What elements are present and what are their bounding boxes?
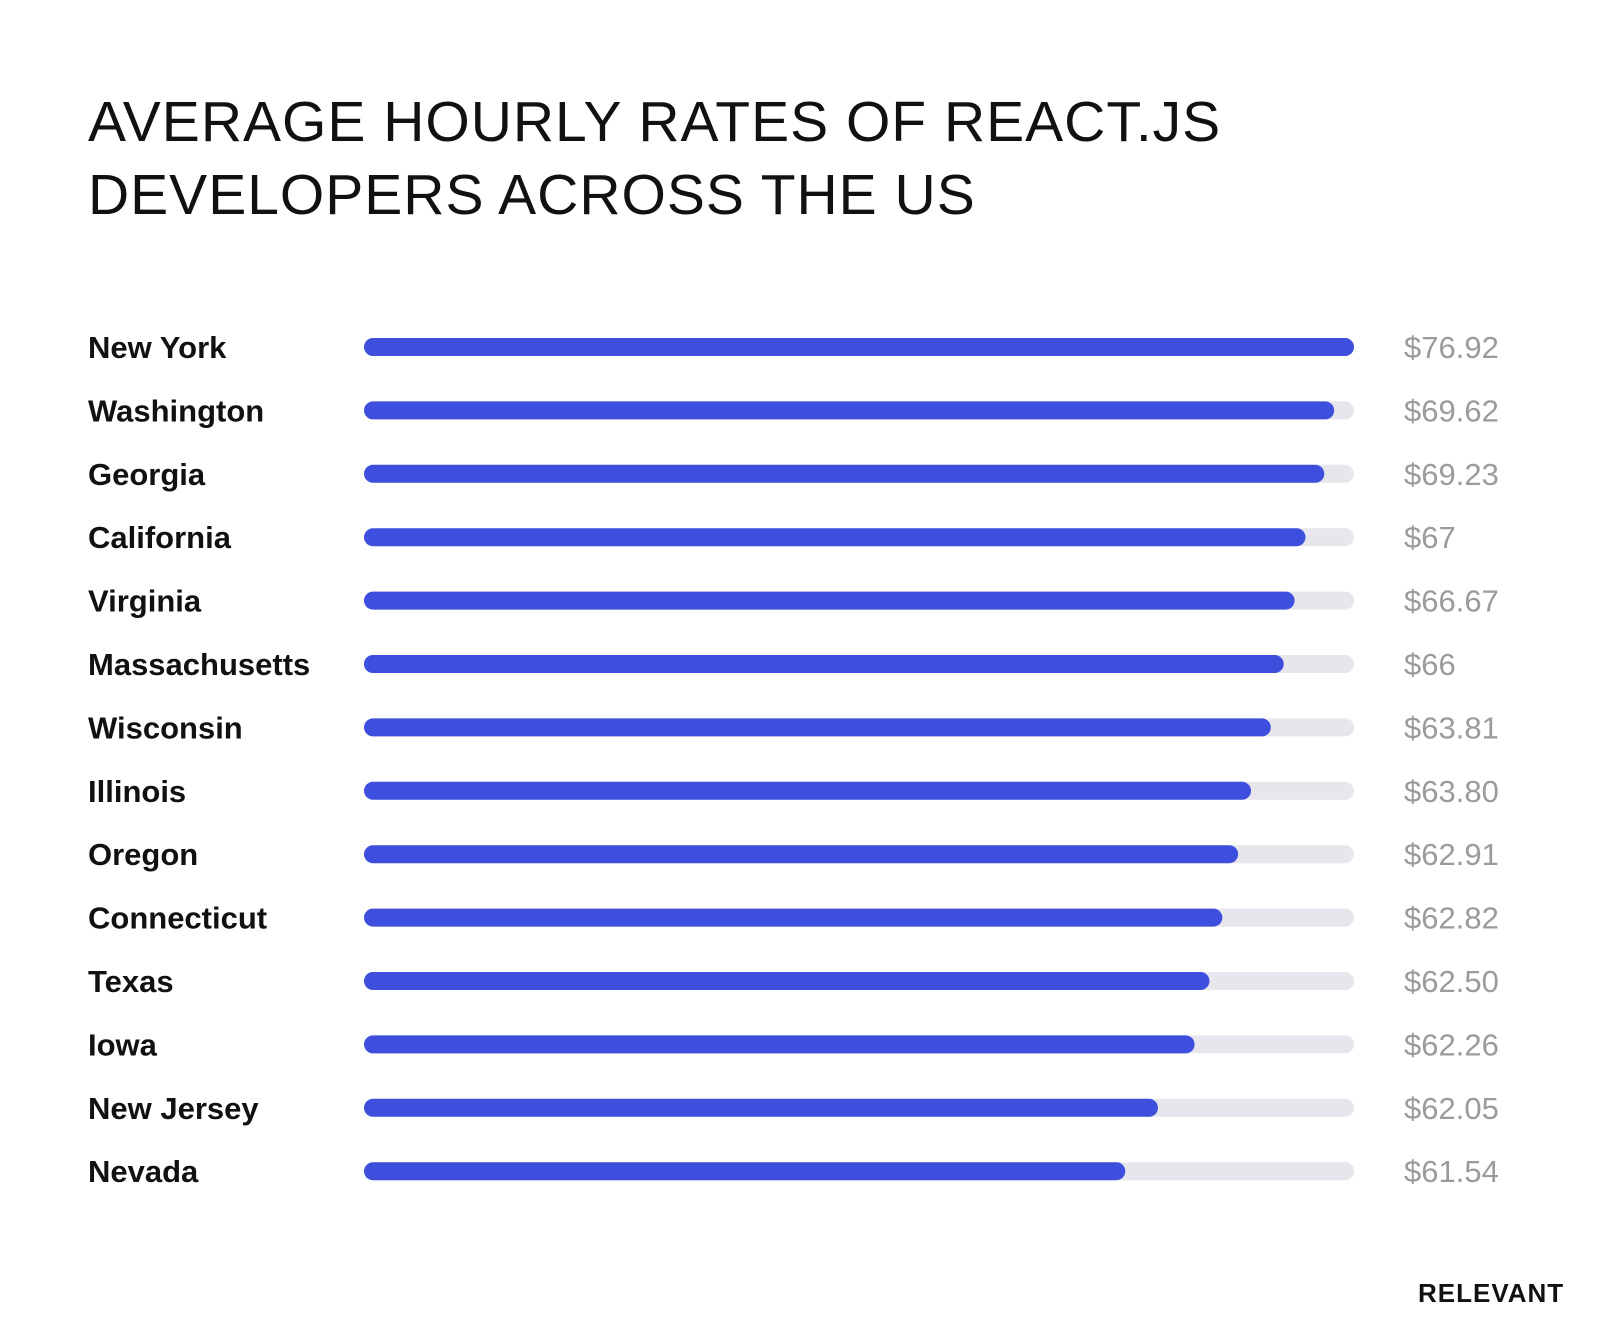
bar-washington: [364, 401, 1335, 420]
category-label-texas: Texas: [88, 964, 174, 999]
value-label-new-york: $76.92: [1404, 330, 1499, 365]
category-label-washington: Washington: [88, 393, 264, 428]
value-label-new-jersey: $62.05: [1404, 1091, 1499, 1126]
value-label-wisconsin: $63.81: [1404, 710, 1499, 745]
value-label-georgia: $69.23: [1404, 457, 1499, 492]
bar-new-jersey: [364, 1098, 1158, 1117]
category-label-massachusetts: Massachusetts: [88, 647, 310, 682]
value-label-washington: $69.62: [1404, 393, 1499, 428]
bar-wisconsin: [364, 718, 1271, 737]
bar-massachusetts: [364, 655, 1284, 673]
category-label-connecticut: Connecticut: [88, 901, 267, 936]
category-label-virginia: Virginia: [88, 584, 202, 619]
bar-virginia: [364, 591, 1295, 610]
value-label-texas: $62.50: [1404, 964, 1499, 999]
category-label-illinois: Illinois: [88, 774, 186, 809]
value-label-oregon: $62.91: [1404, 837, 1499, 872]
category-label-iowa: Iowa: [88, 1027, 158, 1062]
bar-new-york: [364, 338, 1354, 356]
bar-nevada: [364, 1162, 1126, 1181]
category-label-new-york: New York: [88, 330, 227, 365]
bar-iowa: [364, 1035, 1195, 1054]
bar-chart: New York $76.92 Washington $69.62 Georgia $69…: [88, 330, 1499, 1189]
bar-texas: [364, 972, 1210, 990]
brand-logo: RELEVANT: [1418, 1278, 1565, 1308]
category-label-nevada: Nevada: [88, 1154, 199, 1189]
value-label-illinois: $63.80: [1404, 774, 1499, 809]
value-label-virginia: $66.67: [1404, 584, 1499, 619]
value-label-connecticut: $62.82: [1404, 901, 1499, 936]
value-label-california: $67: [1404, 520, 1456, 555]
bar-california: [364, 528, 1306, 547]
chart-title-line-1: AVERAGE HOURLY RATES OF REACT.JS: [88, 90, 1222, 154]
chart-title: AVERAGE HOURLY RATES OF REACT.JS DEVELOP…: [88, 86, 1221, 232]
bar-illinois: [364, 781, 1252, 800]
category-label-oregon: Oregon: [88, 837, 198, 872]
value-label-nevada: $61.54: [1404, 1154, 1499, 1189]
value-label-iowa: $62.26: [1404, 1027, 1499, 1062]
chart-title-line-2: DEVELOPERS ACROSS THE US: [88, 163, 976, 227]
category-label-california: California: [88, 520, 232, 555]
bar-oregon: [364, 845, 1239, 864]
category-label-new-jersey: New Jersey: [88, 1091, 259, 1126]
category-label-georgia: Georgia: [88, 457, 206, 492]
bar-connecticut: [364, 908, 1223, 927]
category-label-wisconsin: Wisconsin: [88, 710, 243, 745]
bar-georgia: [364, 464, 1325, 483]
value-label-massachusetts: $66: [1404, 647, 1456, 682]
